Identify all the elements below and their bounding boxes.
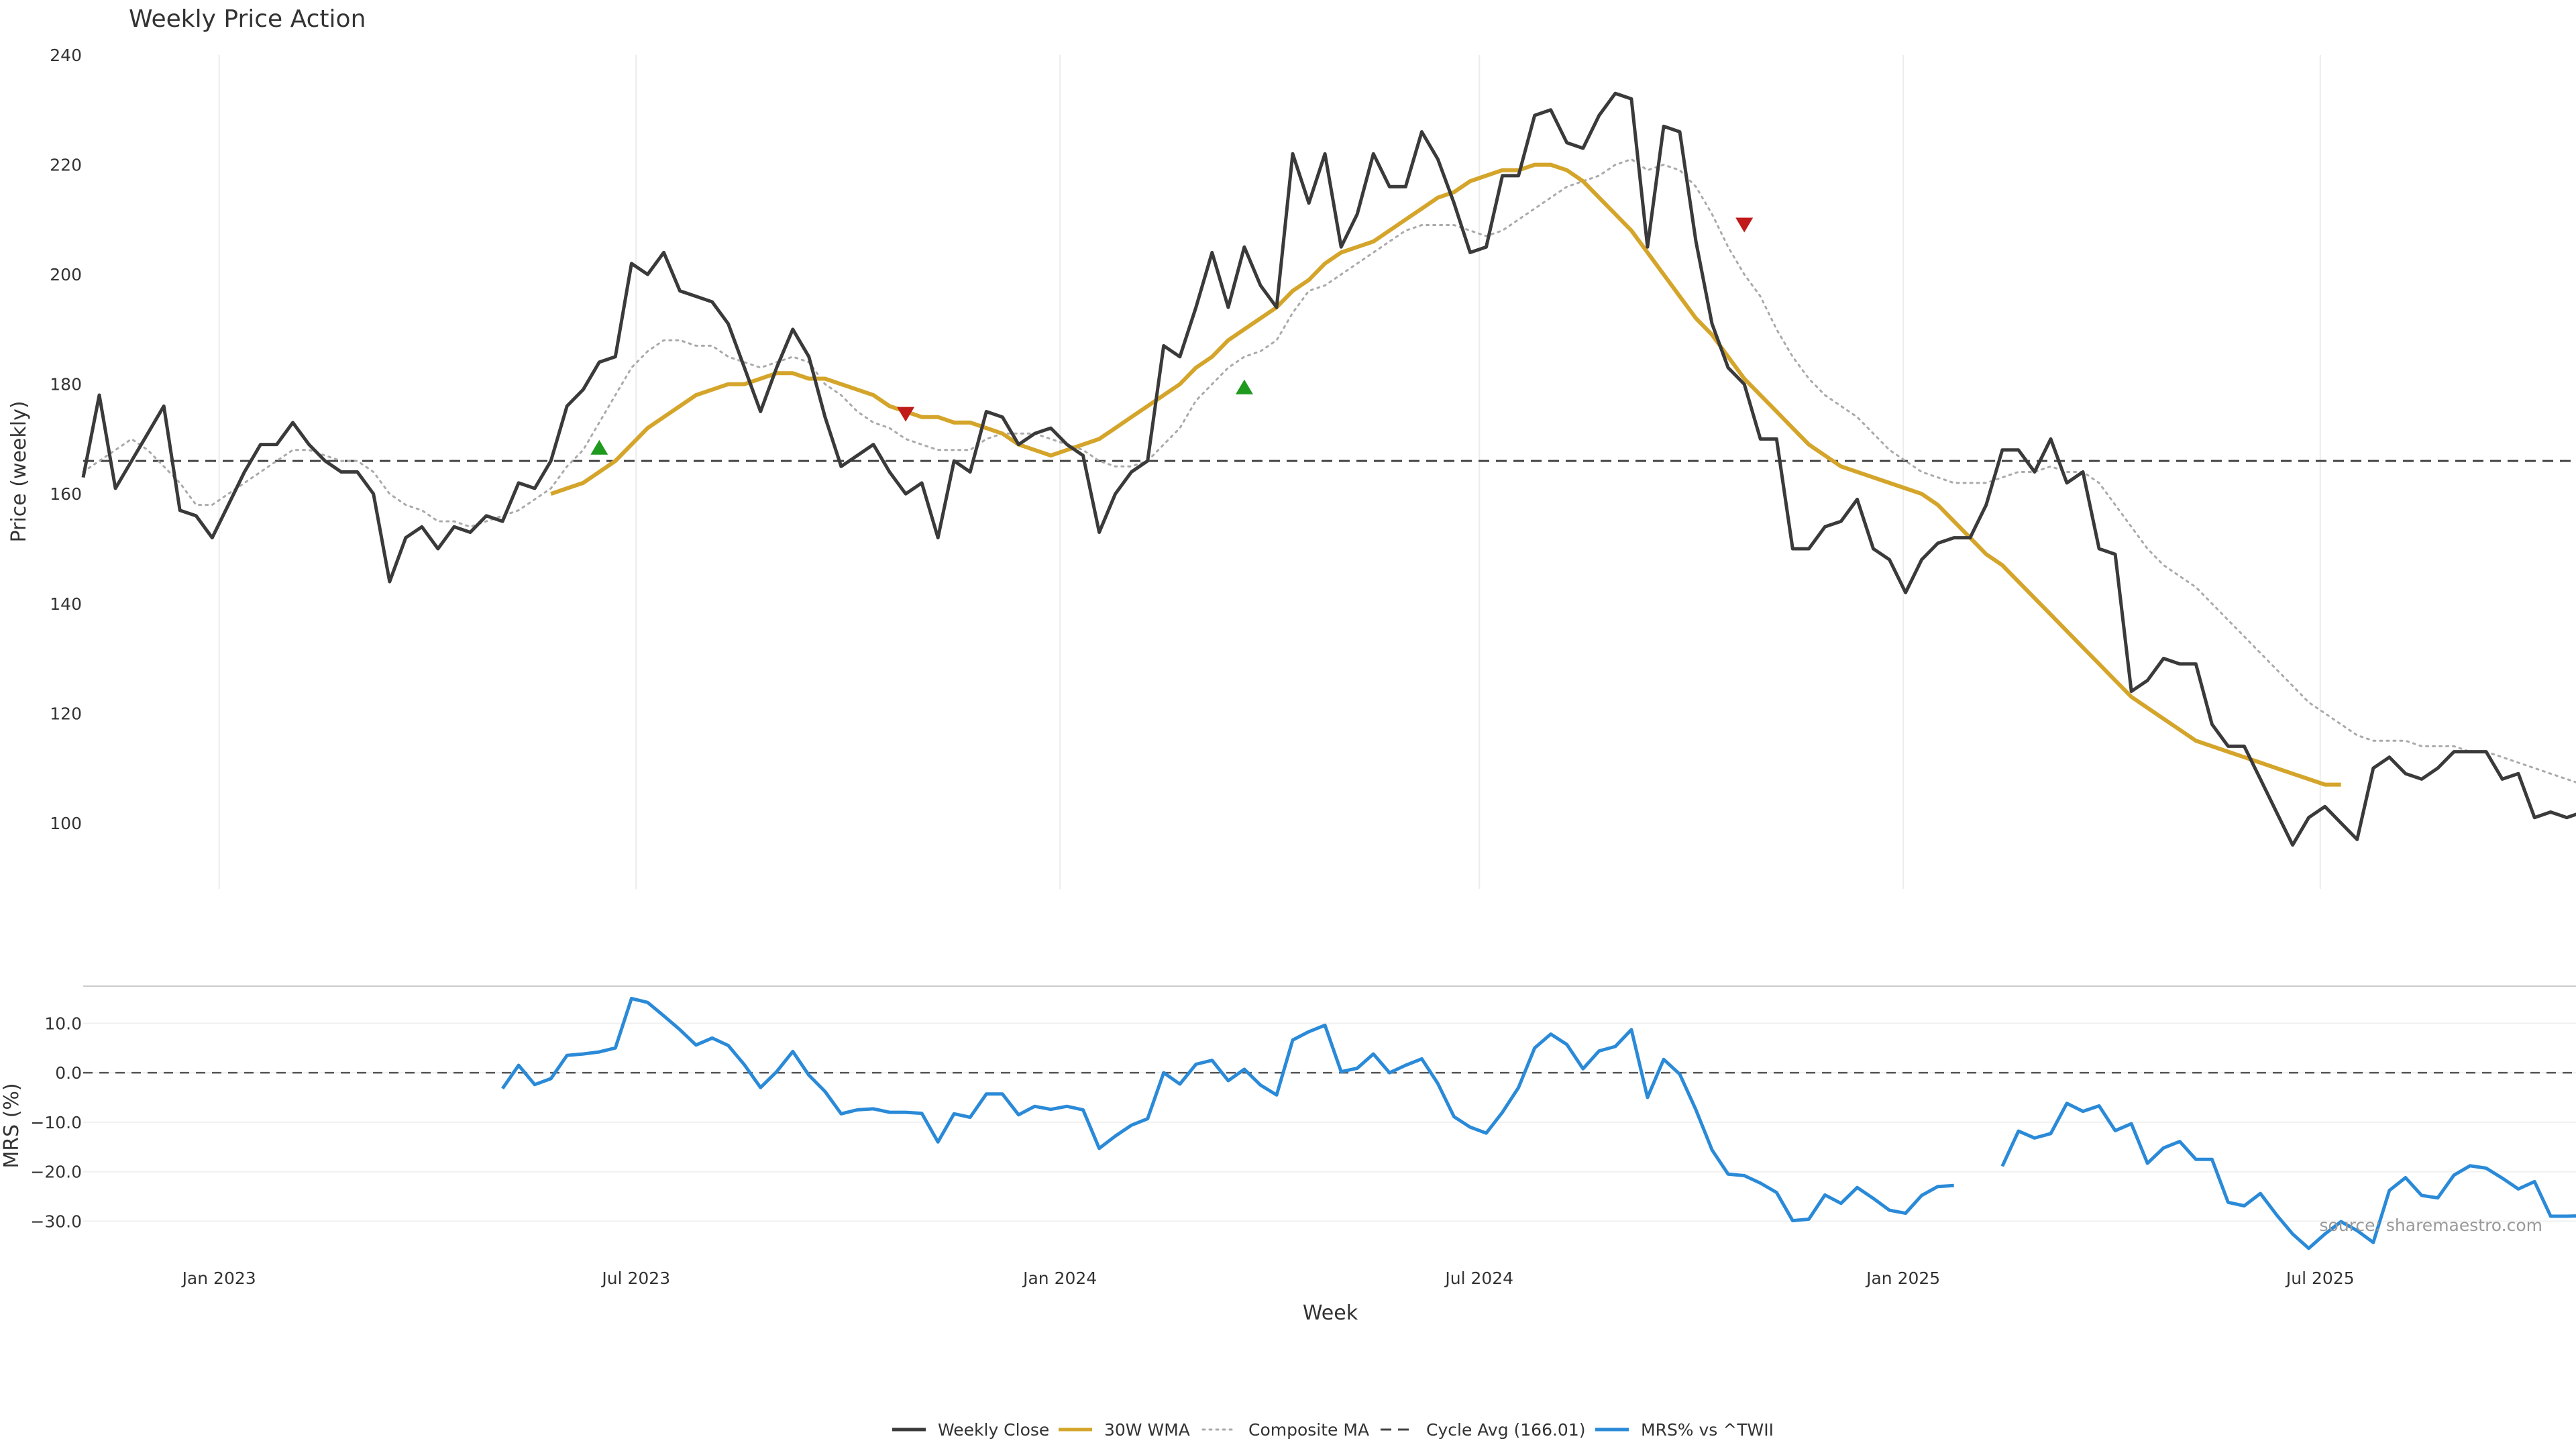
legend: Weekly Close 30W WMA Composite MA Cycle Avg…: [892, 1420, 1774, 1440]
x-tick-label: Jan 2024: [1022, 1269, 1097, 1288]
price-series: [81, 91, 2576, 847]
mrs-y-tick-label: 0.0: [55, 1063, 82, 1083]
mrs-series: [501, 996, 2576, 1250]
price-y-tick-label: 220: [50, 156, 82, 175]
legend-label: 30W WMA: [1104, 1420, 1190, 1440]
mrs-line: [2000, 1102, 2576, 1250]
mrs-y-tick-label: −10.0: [30, 1113, 82, 1132]
legend-label: Cycle Avg (166.01): [1426, 1420, 1586, 1440]
weekly-close-line: [81, 91, 2576, 847]
x-tick-label: Jul 2025: [2285, 1269, 2355, 1288]
wma-30-line: [550, 162, 2341, 787]
legend-label: Weekly Close: [938, 1420, 1049, 1440]
price-y-tick-label: 100: [50, 814, 82, 833]
signal-markers: [590, 217, 1754, 455]
x-tick-label: Jan 2023: [181, 1269, 256, 1288]
mrs-y-tick-labels: 10.0 0.0 −10.0 −20.0 −30.0: [30, 1014, 82, 1231]
chart-title: Weekly Price Action: [129, 5, 366, 33]
source-note: source: sharemaestro.com: [2320, 1216, 2543, 1235]
price-y-axis-label: Price (weekly): [7, 400, 31, 542]
x-axis-label: Week: [1303, 1301, 1358, 1325]
legend-label: MRS% vs ^TWII: [1641, 1420, 1774, 1440]
x-tick-label: Jan 2025: [1865, 1269, 1940, 1288]
price-y-tick-label: 240: [50, 46, 82, 65]
price-gridlines: [218, 55, 2321, 889]
mrs-y-tick-label: −30.0: [30, 1212, 82, 1231]
x-tick-label: Jul 2024: [1444, 1269, 1513, 1288]
composite-ma-line: [82, 158, 2576, 784]
sell-signal-marker: [1735, 217, 1754, 233]
x-tick-label: Jul 2023: [600, 1269, 670, 1288]
x-tick-labels: Jan 2023 Jul 2023 Jan 2024 Jul 2024 Jan 2025…: [181, 1269, 2355, 1288]
price-panel: 100 120 140 160 180 200 220 240 Price (weekly): [7, 46, 2576, 889]
price-y-tick-labels: 100 120 140 160 180 200 220 240: [50, 46, 82, 833]
mrs-y-tick-label: −20.0: [30, 1163, 82, 1182]
price-y-tick-label: 160: [50, 484, 82, 504]
mrs-gridlines: [83, 1022, 2576, 1222]
buy-signal-marker: [590, 439, 608, 455]
price-y-tick-label: 200: [50, 265, 82, 284]
price-y-tick-label: 140: [50, 594, 82, 614]
mrs-y-axis-label: MRS (%): [0, 1083, 23, 1168]
sell-signal-marker: [897, 407, 915, 422]
mrs-y-tick-label: 10.0: [44, 1014, 82, 1033]
price-y-tick-label: 120: [50, 704, 82, 723]
mrs-panel: 10.0 0.0 −10.0 −20.0 −30.0 MRS (%): [0, 996, 2576, 1250]
legend-label: Composite MA: [1248, 1420, 1369, 1440]
buy-signal-marker: [1235, 379, 1253, 394]
mrs-line: [501, 996, 1954, 1223]
price-y-tick-label: 180: [50, 375, 82, 394]
